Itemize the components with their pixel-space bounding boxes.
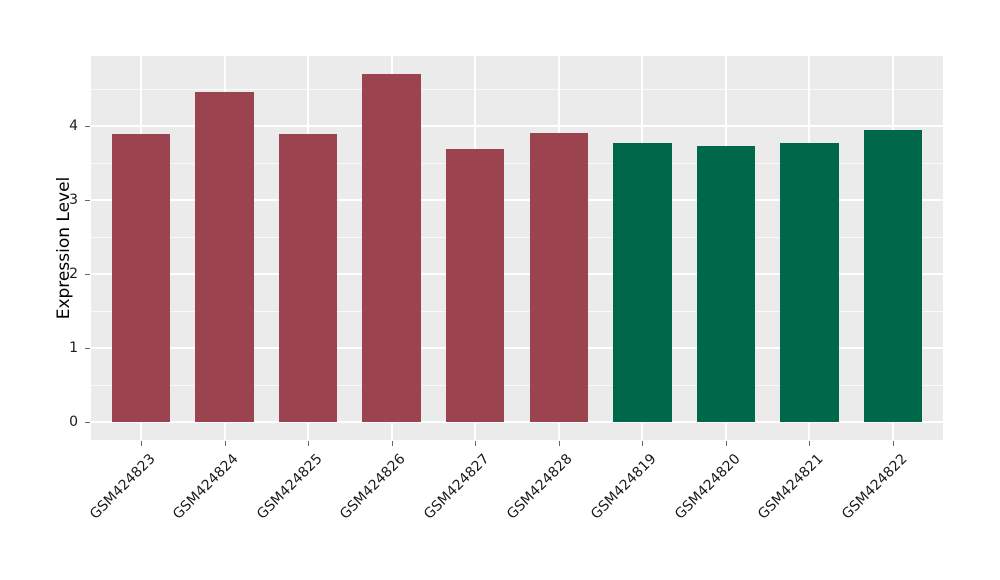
gridline-major: [91, 125, 943, 128]
y-tick-label: 4: [69, 118, 78, 135]
x-tick-label-GSM424822: GSM424822: [838, 451, 911, 523]
y-tick-mark: [85, 126, 90, 128]
y-tick-mark: [85, 200, 90, 202]
x-tick-label-GSM424824: GSM424824: [170, 451, 242, 523]
x-tick-mark: [809, 441, 811, 446]
bar-GSM424825: [278, 134, 338, 423]
gridline-major: [91, 421, 943, 424]
x-tick-mark: [391, 441, 393, 446]
x-tick-label-GSM424828: GSM424828: [504, 451, 577, 523]
y-tick-mark: [85, 348, 90, 350]
y-tick-label: 0: [69, 414, 78, 431]
gridline-minor: [91, 310, 943, 312]
x-tick-label-GSM424826: GSM424826: [337, 451, 410, 523]
bar-GSM424822: [863, 129, 923, 423]
gridline-major: [91, 347, 943, 350]
gridline-major: [91, 199, 943, 202]
y-tick-label: 3: [69, 192, 78, 209]
x-tick-mark: [308, 441, 310, 446]
gridline-minor: [91, 384, 943, 386]
x-tick-label-GSM424819: GSM424819: [587, 451, 660, 523]
bar-GSM424828: [529, 132, 588, 423]
y-tick-mark: [85, 274, 90, 276]
x-tick-mark: [141, 441, 143, 446]
gridline-minor: [91, 236, 943, 238]
bar-GSM424826: [362, 74, 421, 423]
y-tick-mark: [85, 422, 90, 424]
y-tick-label: 2: [69, 266, 78, 283]
x-tick-mark: [475, 441, 477, 446]
gridline-major: [91, 273, 943, 276]
gridline-minor: [91, 88, 943, 90]
bar-GSM424827: [446, 149, 505, 423]
x-tick-label-GSM424823: GSM424823: [86, 451, 159, 523]
x-tick-mark: [558, 441, 560, 446]
y-tick-label: 1: [69, 340, 78, 357]
bar-GSM424823: [111, 134, 171, 423]
x-tick-mark: [725, 441, 727, 446]
x-tick-mark: [892, 441, 894, 446]
x-tick-label-GSM424827: GSM424827: [420, 451, 493, 523]
bar-GSM424820: [696, 146, 756, 423]
x-tick-mark: [224, 441, 226, 446]
x-tick-label-GSM424820: GSM424820: [671, 451, 744, 523]
plot-panel: [91, 56, 943, 440]
gridline-minor: [91, 162, 943, 164]
x-tick-label-GSM424825: GSM424825: [253, 451, 326, 523]
bar-GSM424824: [195, 92, 254, 423]
bar-GSM424819: [613, 142, 672, 423]
x-tick-label-GSM424821: GSM424821: [755, 451, 827, 523]
bar-GSM424821: [780, 142, 839, 423]
x-tick-mark: [642, 441, 644, 446]
